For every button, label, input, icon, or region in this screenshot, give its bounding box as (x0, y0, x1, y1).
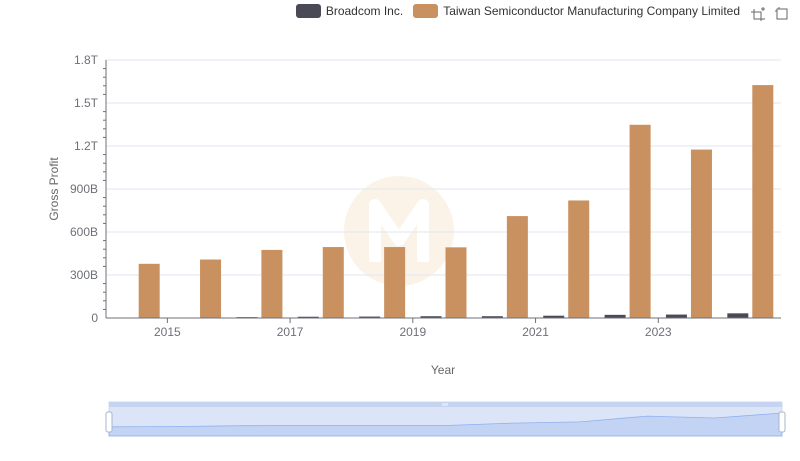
x-tick-label: 2015 (154, 325, 181, 339)
x-tick-label: 2021 (522, 325, 549, 339)
zoom-icon[interactable] (750, 6, 766, 22)
bar-tsmc (752, 85, 774, 318)
bar-tsmc (690, 149, 712, 318)
bar-tsmc (629, 124, 651, 318)
y-tick-label: 1.2T (74, 139, 99, 153)
toolbox (742, 6, 790, 22)
x-tick-label: 2019 (399, 325, 426, 339)
bar-tsmc (506, 216, 528, 318)
legend: Broadcom Inc. Taiwan Semiconductor Manuf… (286, 4, 740, 18)
legend-label-broadcom: Broadcom Inc. (325, 4, 404, 18)
y-tick-labels: 0 300B 600B 900B 1.2T 1.5T 1.8T (70, 53, 99, 325)
legend-swatch-tsmc (413, 4, 439, 18)
y-axis-title: Gross Profit (47, 157, 61, 221)
grid-lines (106, 59, 781, 276)
bar-broadcom (236, 317, 258, 318)
bar-tsmc (200, 259, 222, 318)
bar-broadcom (543, 315, 565, 318)
bar-tsmc (384, 247, 406, 318)
bar-tsmc (261, 249, 283, 318)
bar-tsmc (568, 200, 590, 318)
bar-broadcom (359, 316, 381, 318)
bar-broadcom (175, 317, 197, 319)
legend-item-tsmc[interactable]: Taiwan Semiconductor Manufacturing Compa… (413, 4, 740, 18)
bar-broadcom (665, 314, 687, 318)
datazoom-selection[interactable] (109, 407, 782, 436)
bars (113, 85, 774, 319)
legend-label-tsmc: Taiwan Semiconductor Manufacturing Compa… (443, 4, 740, 18)
datazoom-overview-line (108, 412, 783, 437)
bar-tsmc (138, 263, 160, 318)
legend-swatch-broadcom (295, 4, 321, 18)
y-tick-label: 600B (70, 225, 98, 239)
restore-icon[interactable] (774, 6, 790, 22)
bar-broadcom (113, 317, 135, 319)
datazoom-handle-left[interactable] (105, 411, 113, 433)
watermark-logo (344, 176, 454, 286)
legend-item-broadcom[interactable]: Broadcom Inc. (295, 4, 404, 18)
y-minor-ticks (103, 68, 106, 310)
datazoom-drag-grip[interactable] (442, 403, 448, 406)
axes (105, 60, 781, 323)
datazoom-slider[interactable] (105, 401, 786, 437)
x-tick-label: 2023 (645, 325, 672, 339)
y-tick-label: 1.8T (74, 53, 99, 67)
y-tick-label: 300B (70, 268, 98, 282)
datazoom-top-bar[interactable] (109, 402, 782, 407)
bar-broadcom (481, 316, 503, 318)
y-tick-label: 1.5T (74, 96, 99, 110)
x-tick-labels: 2015 2017 2019 2021 2023 (154, 325, 672, 339)
bar-broadcom (297, 316, 319, 318)
bar-broadcom (420, 316, 442, 318)
bar-tsmc (445, 247, 467, 318)
bar-tsmc (322, 247, 344, 318)
y-tick-label: 0 (91, 311, 98, 325)
x-tick-label: 2017 (277, 325, 304, 339)
bar-broadcom (727, 313, 749, 318)
datazoom-handle-right[interactable] (778, 411, 786, 433)
bar-broadcom (604, 314, 626, 318)
y-tick-label: 900B (70, 182, 98, 196)
x-axis-title: Year (431, 363, 455, 377)
